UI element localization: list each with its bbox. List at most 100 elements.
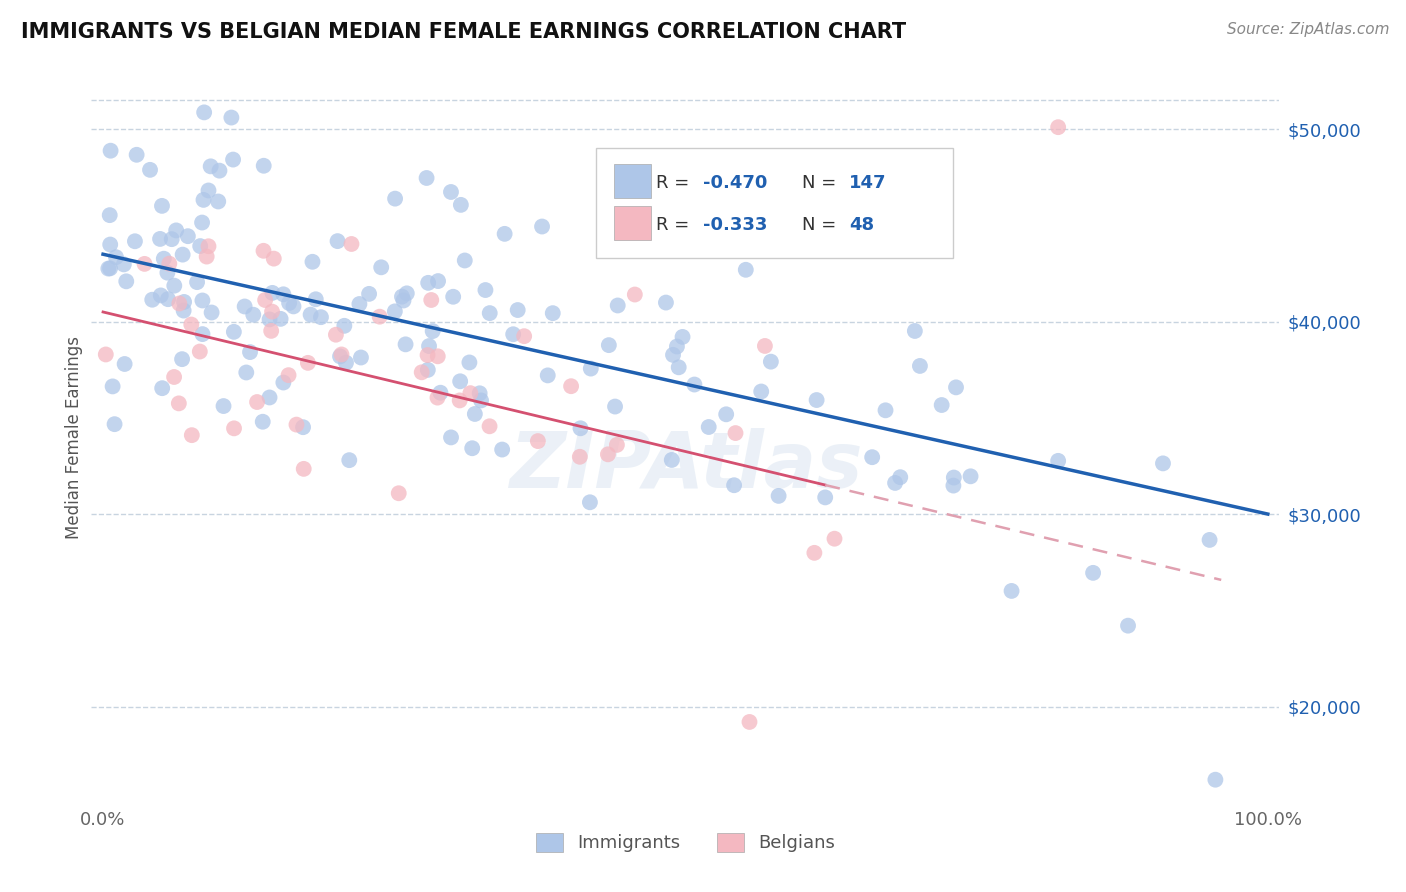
- Point: [139, 162, 162, 177]
- Point: [273, 287, 295, 301]
- Point: [1047, 454, 1070, 468]
- Point: [163, 278, 186, 293]
- Point: [297, 356, 319, 370]
- Point: [734, 262, 756, 277]
- Text: N =: N =: [801, 216, 842, 234]
- Point: [541, 306, 564, 320]
- Point: [384, 304, 406, 318]
- Point: [1204, 772, 1226, 787]
- Point: [197, 239, 219, 253]
- Point: [449, 374, 471, 388]
- Point: [157, 257, 180, 271]
- Point: [814, 491, 837, 505]
- Point: [458, 355, 481, 369]
- Point: [394, 337, 416, 351]
- Point: [262, 285, 284, 300]
- Point: [683, 377, 706, 392]
- Point: [263, 252, 285, 266]
- Point: [359, 286, 381, 301]
- Point: [662, 348, 685, 362]
- Point: [299, 308, 322, 322]
- Point: [233, 300, 256, 314]
- Point: [697, 420, 720, 434]
- Point: [395, 286, 418, 301]
- Point: [124, 234, 146, 248]
- Point: [278, 296, 301, 310]
- Point: [942, 470, 965, 484]
- Point: [942, 478, 965, 492]
- Point: [416, 348, 439, 362]
- Point: [759, 354, 782, 368]
- Y-axis label: Median Female Earnings: Median Female Earnings: [65, 335, 83, 539]
- Point: [163, 370, 186, 384]
- Point: [531, 219, 554, 234]
- Point: [1116, 618, 1139, 632]
- Point: [806, 392, 828, 407]
- Point: [579, 361, 602, 376]
- Point: [329, 350, 352, 364]
- Point: [112, 257, 135, 271]
- Point: [98, 237, 121, 252]
- Point: [661, 453, 683, 467]
- Point: [1000, 583, 1022, 598]
- Point: [416, 363, 439, 377]
- Point: [468, 386, 491, 401]
- Point: [724, 426, 747, 441]
- Point: [464, 407, 486, 421]
- Point: [149, 232, 172, 246]
- Point: [426, 391, 449, 405]
- Point: [172, 247, 194, 261]
- FancyBboxPatch shape: [614, 164, 651, 198]
- Point: [193, 105, 215, 120]
- Point: [273, 376, 295, 390]
- Point: [723, 478, 745, 492]
- Point: [170, 352, 193, 367]
- Point: [411, 365, 433, 379]
- Point: [150, 381, 173, 395]
- Point: [603, 400, 626, 414]
- Point: [252, 244, 274, 258]
- Point: [418, 276, 440, 290]
- Point: [450, 198, 472, 212]
- Point: [167, 396, 190, 410]
- Point: [242, 308, 264, 322]
- Point: [884, 475, 907, 490]
- Text: R =: R =: [655, 216, 695, 234]
- Point: [191, 215, 214, 229]
- Point: [156, 266, 179, 280]
- Point: [494, 227, 516, 241]
- Point: [262, 304, 284, 318]
- Point: [460, 386, 482, 401]
- Point: [478, 306, 501, 320]
- Point: [350, 351, 373, 365]
- Point: [246, 395, 269, 409]
- Point: [824, 532, 846, 546]
- Point: [368, 310, 391, 324]
- Point: [606, 438, 628, 452]
- Point: [527, 434, 550, 449]
- Point: [391, 290, 413, 304]
- Text: -0.333: -0.333: [703, 216, 768, 234]
- Point: [191, 327, 214, 342]
- Point: [253, 159, 276, 173]
- Point: [560, 379, 582, 393]
- Point: [212, 399, 235, 413]
- Point: [418, 339, 440, 353]
- Point: [235, 366, 257, 380]
- Point: [959, 469, 981, 483]
- Point: [768, 489, 790, 503]
- Point: [803, 546, 825, 560]
- Text: -0.470: -0.470: [703, 174, 768, 193]
- Point: [94, 347, 117, 361]
- Point: [1198, 533, 1220, 547]
- Legend: Immigrants, Belgians: Immigrants, Belgians: [529, 826, 842, 860]
- Point: [502, 327, 524, 342]
- Point: [191, 293, 214, 308]
- Point: [283, 299, 305, 313]
- Point: [596, 447, 619, 461]
- Point: [326, 234, 349, 248]
- Point: [931, 398, 953, 412]
- Point: [668, 360, 690, 375]
- Point: [169, 296, 191, 310]
- Point: [259, 391, 281, 405]
